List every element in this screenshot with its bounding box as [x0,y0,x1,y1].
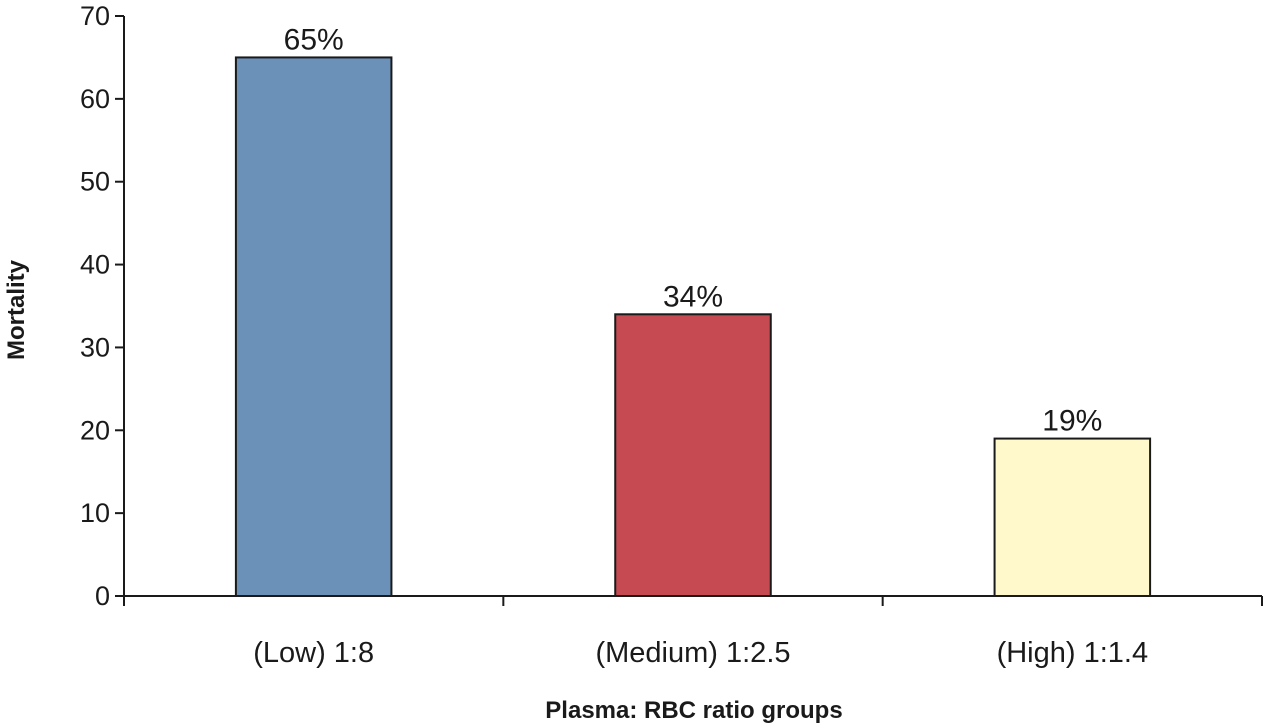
bars: 65% 34% 19% [234,23,1152,598]
bar [614,313,772,597]
y-tick-label: 0 [95,581,110,611]
y-tick-label: 20 [80,415,110,445]
y-tick-label: 70 [80,1,110,31]
data-label: 19% [1042,405,1102,438]
x-category-label: (High) 1:1.4 [997,637,1149,669]
y-axis-title: Mortality [3,259,30,360]
data-label: 65% [284,23,344,56]
y-tick-label: 10 [80,498,110,528]
x-category-label: (Low) 1:8 [253,637,374,669]
y-tick-label: 50 [80,167,110,197]
y-axis-ticks: 0 10 20 30 40 50 60 70 [80,1,124,611]
x-category-label: (Medium) 1:2.5 [595,637,790,669]
y-tick-label: 30 [80,332,110,362]
bar [993,437,1152,598]
y-tick-label: 40 [80,250,110,280]
y-tick-label: 60 [80,84,110,114]
bar [234,56,393,597]
x-axis-ticks: (Low) 1:8 (Medium) 1:2.5 (High) 1:1.4 [123,596,1263,669]
data-label: 34% [663,280,723,313]
axes [123,16,1262,606]
x-axis-title: Plasma: RBC ratio groups [545,697,842,724]
